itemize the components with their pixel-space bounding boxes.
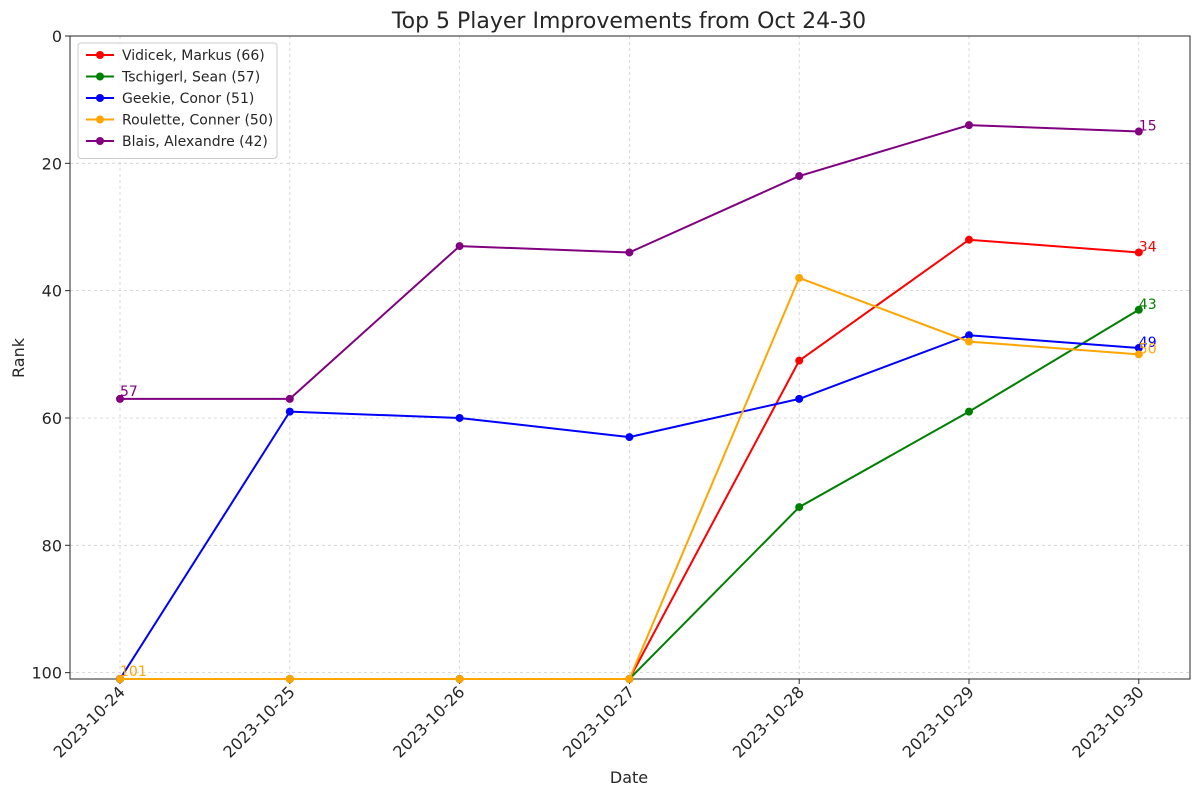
y-tick-label: 0 — [52, 27, 62, 46]
data-point — [795, 273, 804, 282]
legend-swatch-marker — [96, 51, 104, 59]
data-point — [455, 242, 464, 251]
legend-entry: Vidicek, Markus (66) — [122, 48, 265, 64]
end-value-label: 50 — [1139, 341, 1157, 357]
data-point — [455, 675, 464, 683]
data-point — [1134, 248, 1143, 257]
legend-entry: Roulette, Conner (50) — [122, 113, 273, 129]
y-axis-label: Rank — [9, 337, 28, 378]
legend-swatch-marker — [96, 137, 104, 145]
legend-swatch-marker — [96, 72, 104, 81]
legend: Vidicek, Markus (66) Tschigerl, Sean (57)… — [77, 42, 278, 159]
data-point — [285, 675, 294, 683]
data-point — [965, 407, 973, 416]
x-axis-label: Date — [610, 768, 648, 787]
legend-entry: Tschigerl, Sean (57) — [121, 70, 260, 86]
data-point — [795, 356, 804, 365]
end-value-label: 43 — [1139, 297, 1157, 313]
data-point — [965, 121, 973, 130]
start-value-label: 101 — [120, 664, 147, 680]
end-value-label: 34 — [1139, 239, 1157, 255]
legend-swatch-marker — [96, 94, 104, 102]
end-value-label: 49 — [1139, 335, 1157, 351]
legend-entry: Blais, Alexandre (42) — [122, 134, 268, 150]
data-point — [625, 433, 634, 442]
y-tick-label: 20 — [42, 154, 62, 173]
data-point — [1134, 343, 1143, 352]
data-point — [965, 331, 973, 340]
data-point — [116, 394, 124, 403]
legend-box — [77, 42, 278, 159]
data-point — [795, 394, 804, 403]
end-value-label: 15 — [1139, 118, 1157, 134]
data-point — [285, 407, 294, 416]
data-point — [625, 675, 634, 683]
legend-swatch-marker — [96, 115, 104, 124]
data-point — [285, 394, 294, 403]
y-tick-label: 40 — [42, 282, 62, 301]
data-point — [1134, 127, 1143, 136]
start-value-label: 57 — [120, 384, 138, 400]
series-lines — [116, 121, 1143, 683]
data-point — [455, 413, 464, 422]
data-point — [116, 675, 124, 683]
chart-title: Top 5 Player Improvements from Oct 24-30 — [391, 9, 866, 34]
data-point — [965, 337, 973, 346]
data-point — [625, 248, 634, 257]
y-tick-label: 80 — [42, 536, 62, 555]
y-tick-label: 100 — [31, 664, 62, 683]
data-point — [1134, 305, 1143, 314]
y-tick-label: 60 — [42, 409, 62, 428]
legend-entry: Geekie, Conor (51) — [122, 91, 254, 107]
data-point — [965, 235, 973, 244]
data-point — [795, 503, 804, 512]
data-point — [795, 172, 804, 181]
data-point — [1134, 350, 1143, 359]
